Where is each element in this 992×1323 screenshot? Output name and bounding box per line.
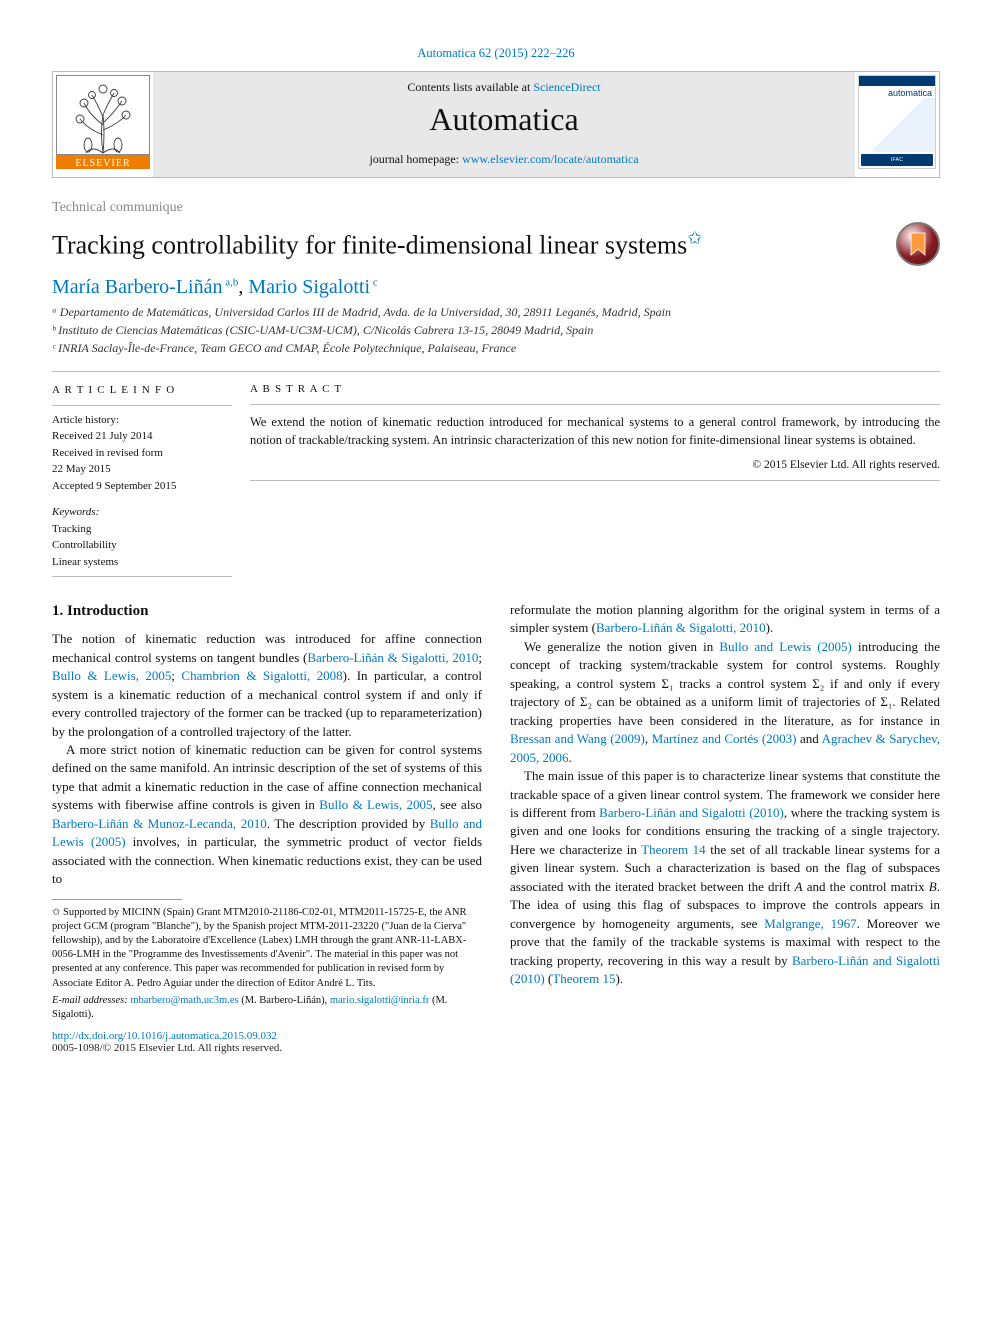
intro-para-5: The main issue of this paper is to chara… [510, 767, 940, 988]
affil-c: ᶜ INRIA Saclay-Île-de-France, Team GECO … [52, 339, 940, 357]
keywords-label: Keywords: [52, 504, 232, 521]
article-info-heading: A R T I C L E I N F O [52, 382, 232, 399]
article-info: A R T I C L E I N F O Article history: R… [52, 372, 232, 577]
ifac-logo-icon [861, 154, 933, 166]
body-columns: 1. Introduction The notion of kinematic … [52, 601, 940, 1022]
author-link-2[interactable]: Mario Sigalotti c [248, 276, 377, 298]
keyword-1: Tracking [52, 521, 232, 538]
journal-name: Automatica [161, 101, 847, 138]
affil-b: ᵇ Instituto de Ciencias Matemáticas (CSI… [52, 321, 940, 339]
journal-homepage: journal homepage: www.elsevier.com/locat… [161, 152, 847, 167]
bookmark-icon [907, 231, 929, 257]
doi-link[interactable]: http://dx.doi.org/10.1016/j.automatica.2… [52, 1030, 940, 1042]
author-link-1[interactable]: María Barbero-Liñán a,b [52, 276, 238, 298]
ref-link[interactable]: Barbero-Liñán & Sigalotti, 2010 [596, 620, 766, 635]
abstract-text: We extend the notion of kinematic reduct… [250, 413, 940, 449]
theorem-ref-link[interactable]: Theorem 14 [641, 842, 705, 857]
keyword-3: Linear systems [52, 554, 232, 571]
ref-link[interactable]: Barbero-Liñán & Munoz-Lecanda, 2010 [52, 816, 267, 831]
title-footnote-marker[interactable]: ✩ [687, 228, 702, 248]
masthead: ELSEVIER [52, 71, 940, 178]
affil-a: ᵃ Departamento de Matemáticas, Universid… [52, 303, 940, 321]
history-label: Article history: [52, 412, 232, 429]
emails-label: E-mail addresses: [52, 995, 130, 1006]
abstract-copyright: © 2015 Elsevier Ltd. All rights reserved… [250, 457, 940, 474]
ref-link[interactable]: Malgrange, 1967 [764, 916, 856, 931]
ref-link[interactable]: Bullo and Lewis (2005) [719, 639, 852, 654]
top-citation: Automatica 62 (2015) 222–226 [52, 46, 940, 61]
sciencedirect-link[interactable]: ScienceDirect [533, 80, 600, 94]
section-heading-intro: 1. Introduction [52, 601, 482, 622]
footnotes: ✩ Supported by MICINN (Spain) Grant MTM2… [52, 906, 482, 1022]
intro-para-2: A more strict notion of kinematic reduct… [52, 741, 482, 889]
intro-para-1: The notion of kinematic reduction was in… [52, 630, 482, 741]
contents-available: Contents lists available at ScienceDirec… [161, 80, 847, 95]
intro-para-3: reformulate the motion planning algorith… [510, 601, 940, 638]
email-link-1[interactable]: mbarbero@math.uc3m.es [130, 995, 238, 1006]
cover-title: automatica [859, 86, 935, 98]
journal-homepage-link[interactable]: www.elsevier.com/locate/automatica [462, 152, 638, 166]
keyword-2: Controllability [52, 537, 232, 554]
ref-link[interactable]: Barbero-Liñán & Sigalotti, 2010 [307, 650, 478, 665]
history-revised-2: 22 May 2015 [52, 461, 232, 478]
section-label: Technical communique [52, 200, 940, 216]
history-received: Received 21 July 2014 [52, 428, 232, 445]
intro-para-4: We generalize the notion given in Bullo … [510, 638, 940, 767]
publisher-logo[interactable]: ELSEVIER [53, 72, 153, 172]
masthead-center: Contents lists available at ScienceDirec… [153, 72, 855, 177]
ref-link[interactable]: Chambrion & Sigalotti, 2008 [181, 668, 342, 683]
affiliations: ᵃ Departamento de Matemáticas, Universid… [52, 303, 940, 357]
journal-cover[interactable]: automatica [855, 72, 939, 177]
elsevier-tree-icon: ELSEVIER [56, 75, 150, 169]
ref-link[interactable]: Bullo & Lewis, 2005 [319, 797, 432, 812]
abstract: A B S T R A C T We extend the notion of … [250, 372, 940, 577]
ref-link[interactable]: Bressan and Wang (2009) [510, 731, 645, 746]
footnote-text: Supported by MICINN (Spain) Grant MTM201… [52, 907, 466, 989]
ref-link[interactable]: Barbero-Liñán and Sigalotti (2010) [599, 805, 784, 820]
ref-link[interactable]: Bullo & Lewis, 2005 [52, 668, 171, 683]
history-accepted: Accepted 9 September 2015 [52, 478, 232, 495]
email-link-2[interactable]: mario.sigalotti@inria.fr [330, 995, 429, 1006]
column-left: 1. Introduction The notion of kinematic … [52, 601, 482, 1022]
abstract-heading: A B S T R A C T [250, 382, 940, 398]
ref-link[interactable]: Martínez and Cortés (2003) [652, 731, 797, 746]
crossmark-badge[interactable] [896, 222, 940, 266]
column-right: reformulate the motion planning algorith… [510, 601, 940, 1022]
issn-copyright: 0005-1098/© 2015 Elsevier Ltd. All right… [52, 1042, 940, 1054]
theorem-ref-link[interactable]: Theorem 15 [552, 971, 615, 986]
history-revised-1: Received in revised form [52, 445, 232, 462]
svg-text:ELSEVIER: ELSEVIER [75, 158, 130, 169]
footer-row: http://dx.doi.org/10.1016/j.automatica.2… [52, 1030, 940, 1054]
authors: María Barbero-Liñán a,b, Mario Sigalotti… [52, 276, 940, 299]
top-citation-link[interactable]: Automatica 62 (2015) 222–226 [417, 46, 574, 60]
article-title: Tracking controllability for finite-dime… [52, 228, 896, 261]
